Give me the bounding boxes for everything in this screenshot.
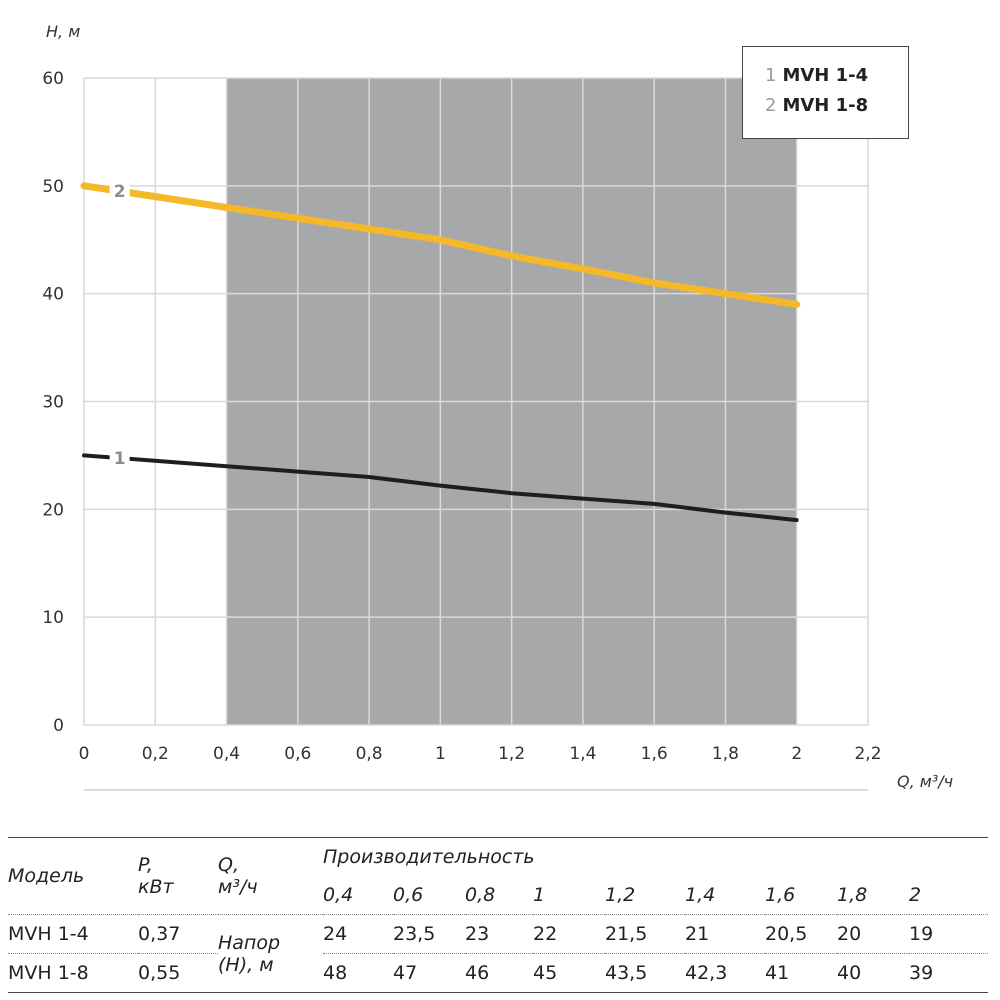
table-flow-values-row: 0,4 0,6 0,8 1 1,2 1,4 1,6 1,8 2 [8, 876, 988, 915]
head-value-cell: 20 [837, 923, 862, 945]
header-model: Модель [8, 837, 138, 915]
y-tick-label: 50 [42, 177, 64, 197]
legend-item-1: 1 MVH 1-4 [765, 61, 908, 91]
y-tick-label: 60 [42, 69, 64, 89]
row-model: MVH 1-8 [8, 962, 89, 984]
head-value-cell: 46 [465, 962, 490, 984]
legend-item-number: 2 [765, 95, 777, 116]
legend-item-label: MVH 1-8 [782, 95, 869, 116]
series-label-bg [109, 180, 130, 201]
legend-item-number: 1 [765, 65, 777, 86]
head-value-cell: 23 [465, 923, 490, 945]
series-number-label: 2 [114, 182, 126, 202]
x-tick-label: 1,6 [641, 744, 668, 764]
row-power: 0,55 [138, 962, 181, 984]
x-tick-label: 1,2 [498, 744, 525, 764]
series-number-label: 1 [114, 449, 126, 469]
head-value-cell: 45 [533, 962, 558, 984]
head-value-cell: 20,5 [765, 923, 808, 945]
header-flow: Q, м³/ч [218, 837, 323, 915]
series-line-2 [80, 182, 801, 308]
table-row: MVH 1-4 0,37 Напор (Н), м 24 23,5 23 22 21,5… [8, 914, 988, 993]
head-label-line-2: (Н), м [218, 953, 274, 976]
table-row: MVH 1-8 0,55 48 47 46 45 43,5 42,3 41 40 39 [8, 954, 988, 993]
head-label: Напор (Н), м [218, 914, 323, 993]
series-line-1 [82, 453, 799, 523]
header-flow-symbol: Q, [218, 854, 239, 876]
y-tick-label: 20 [42, 500, 64, 520]
x-tick-label: 0,6 [284, 744, 311, 764]
x-tick-label: 1,8 [712, 744, 739, 764]
head-value-cell: 21 [685, 923, 710, 945]
header-flow-unit: м³/ч [218, 876, 258, 898]
pump-curve-chart: 1 2 0 0,2 0,4 0,6 0,8 1 1,2 1,4 1,6 1,8 2 2,2 0 10 20 30… [42, 22, 953, 791]
table-header-row: Модель P, кВт Q, м³/ч Производительность [8, 837, 988, 915]
x-tick-label: 0,8 [356, 744, 383, 764]
head-value-cell: 39 [909, 962, 934, 984]
head-value-cell: 47 [393, 962, 418, 984]
header-power-unit: кВт [138, 876, 174, 898]
flow-value-cell: 1,2 [605, 884, 636, 906]
legend-item-label: MVH 1-4 [782, 65, 869, 86]
head-value-cell: 41 [765, 962, 790, 984]
flow-value-cell: 0,4 [323, 884, 354, 906]
y-axis-label: H, м [46, 22, 80, 41]
head-value-cell: 19 [909, 923, 934, 945]
y-tick-label: 0 [53, 716, 64, 736]
x-tick-label: 2,2 [854, 744, 881, 764]
head-value-cell: 42,3 [685, 962, 728, 984]
head-value-cell: 23,5 [393, 923, 436, 945]
y-tick-label: 40 [42, 285, 64, 305]
row-power: 0,37 [138, 923, 181, 945]
chart-legend: 1 MVH 1-4 2 MVH 1-8 [742, 46, 909, 139]
x-tick-label: 1,4 [569, 744, 596, 764]
y-tick-label: 30 [42, 393, 64, 413]
x-axis-label: Q, м³/ч [897, 772, 953, 791]
header-power: P, кВт [138, 837, 218, 915]
x-tick-label: 0 [79, 744, 90, 764]
header-power-symbol: P, [138, 854, 153, 876]
x-tick-label: 0,2 [142, 744, 169, 764]
flow-value-cell: 1 [533, 884, 546, 906]
x-tick-label: 1 [435, 744, 446, 764]
flow-value-cell: 1,8 [837, 884, 868, 906]
y-tick-label: 10 [42, 608, 64, 628]
x-tick-label: 0,4 [213, 744, 240, 764]
flow-value-cell: 0,6 [393, 884, 424, 906]
flow-value-cell: 0,8 [465, 884, 496, 906]
row-model: MVH 1-4 [8, 923, 89, 945]
head-value-cell: 21,5 [605, 923, 648, 945]
head-value-cell: 22 [533, 923, 558, 945]
head-value-cell: 40 [837, 962, 862, 984]
performance-table: Модель P, кВт Q, м³/ч Производительность… [8, 837, 988, 993]
legend-item-2: 2 MVH 1-8 [765, 91, 908, 121]
series-label-bg [109, 447, 130, 468]
flow-value-cell: 2 [909, 884, 922, 906]
header-performance: Производительность [323, 846, 535, 868]
head-value-cell: 24 [323, 923, 348, 945]
x-tick-label: 2 [791, 744, 802, 764]
head-value-cell: 43,5 [605, 962, 648, 984]
head-label-line-1: Напор [218, 931, 281, 954]
flow-value-cell: 1,6 [765, 884, 796, 906]
flow-value-cell: 1,4 [685, 884, 716, 906]
head-value-cell: 48 [323, 962, 348, 984]
